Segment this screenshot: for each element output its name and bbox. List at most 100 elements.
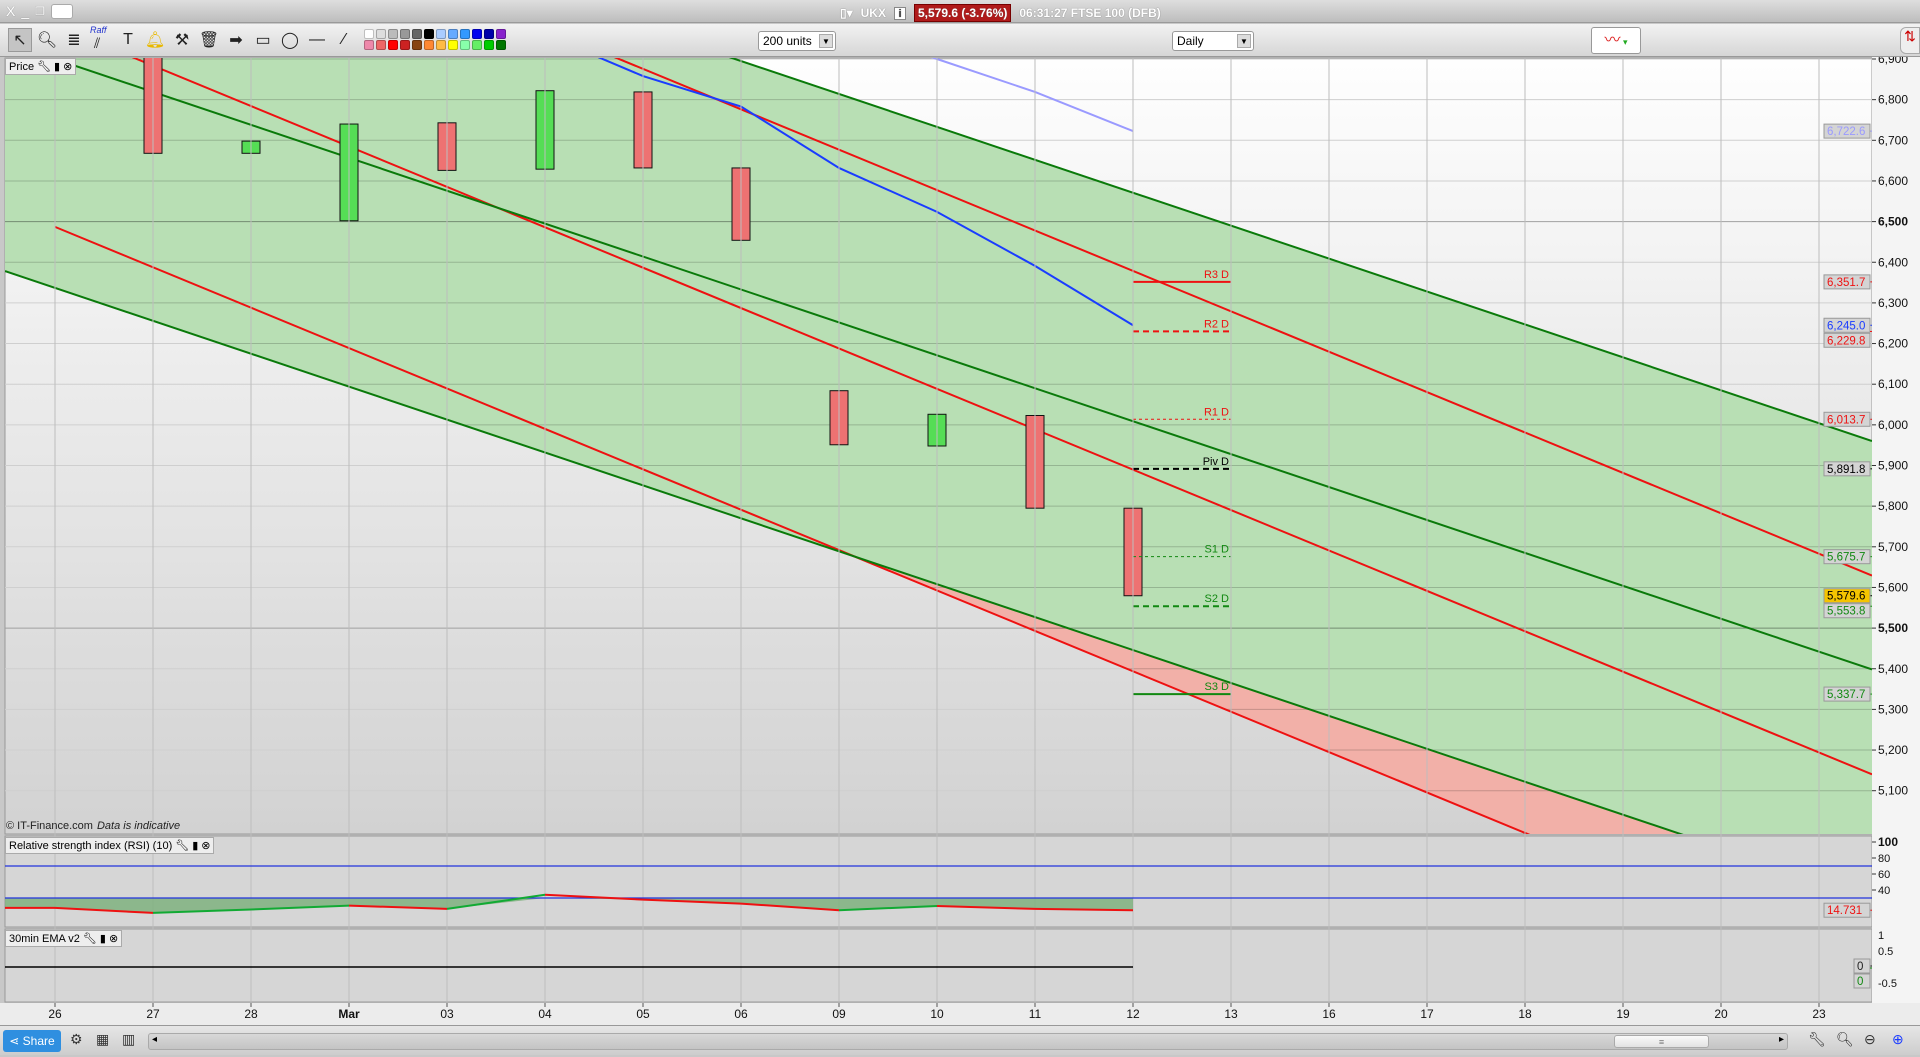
color-swatch[interactable] — [388, 40, 398, 50]
chevron-down-icon[interactable]: ▼ — [819, 34, 833, 48]
color-swatch[interactable] — [448, 40, 458, 50]
color-swatch[interactable] — [448, 29, 458, 39]
close-panel-icon[interactable]: ⊗ — [108, 933, 119, 945]
ellipse-icon[interactable]: ◯ — [281, 32, 299, 49]
restore-icon[interactable]: ❐ — [35, 5, 46, 18]
interval-select[interactable]: Daily ▼ — [1172, 31, 1254, 51]
price-tick-label: 6,700 — [1878, 133, 1908, 147]
maximize-panel-icon[interactable]: ▮ — [99, 933, 106, 945]
settings-icon[interactable]: ⚙ — [70, 1031, 83, 1047]
time-instrument-label: 06:31:27 FTSE 100 (DFB) — [1019, 6, 1161, 20]
date-label: 27 — [146, 1007, 160, 1021]
date-label: 18 — [1518, 1007, 1532, 1021]
color-swatch[interactable] — [364, 29, 374, 39]
color-swatch[interactable] — [364, 40, 374, 50]
candle-type-icon[interactable]: ▯▾ — [840, 6, 853, 20]
color-swatch[interactable] — [484, 29, 494, 39]
pointer-icon[interactable]: ↖ — [8, 28, 32, 52]
close-button[interactable]: X — [6, 3, 16, 19]
wrench-icon[interactable]: 🔧︎ — [175, 840, 190, 852]
alert-bell-icon[interactable]: 🔔︎ — [144, 32, 166, 49]
chart-settings-icon[interactable]: 🔧︎ — [1808, 1031, 1826, 1047]
info-icon[interactable]: i — [893, 6, 906, 20]
color-swatch[interactable] — [400, 29, 410, 39]
price-tick-label: 5,300 — [1878, 702, 1908, 716]
color-swatch[interactable] — [424, 40, 434, 50]
maximize-panel-icon[interactable]: ▮ — [54, 61, 61, 73]
side-panel-toggle-icon[interactable]: ⇅ — [1900, 27, 1920, 54]
fibonacci-icon[interactable]: ≣ — [67, 32, 81, 49]
close-panel-icon[interactable]: ⊗ — [201, 840, 211, 852]
date-label: 28 — [244, 1007, 258, 1021]
trash-icon[interactable]: 🗑︎ — [198, 32, 220, 49]
zoom-out-icon[interactable]: ⊖ — [1864, 1031, 1876, 1047]
symbol-label[interactable]: UKX — [860, 6, 886, 20]
price-tick-label: 5,500 — [1878, 621, 1908, 635]
keyboard-icon[interactable] — [51, 3, 74, 19]
color-swatch[interactable] — [496, 40, 506, 50]
layout-icon[interactable]: ▥ — [122, 1031, 136, 1047]
price-tick-label: 6,500 — [1878, 215, 1908, 229]
units-select[interactable]: 200 units ▼ — [758, 31, 836, 51]
wrench-icon[interactable]: 🔧︎ — [82, 933, 97, 945]
wrench-icon[interactable]: 🔧︎ — [37, 61, 52, 73]
color-swatch[interactable] — [472, 40, 482, 50]
tools-icon[interactable]: ⚒ — [174, 32, 190, 49]
minimize-button[interactable]: _ — [21, 3, 30, 19]
rsi-segment — [446, 893, 546, 910]
scroll-left-icon[interactable]: ◂ — [152, 1034, 158, 1045]
text-tool-icon[interactable]: T — [123, 31, 133, 48]
color-swatch[interactable] — [412, 40, 422, 50]
date-label: 13 — [1224, 1007, 1238, 1021]
chart-style-icon[interactable]: ▦ — [96, 1031, 110, 1047]
pivot-value-badge: 6,351.7 — [1827, 277, 1865, 289]
rsi-tick-label: 40 — [1878, 885, 1890, 897]
price-tick-label: 6,800 — [1878, 93, 1908, 107]
date-label: 09 — [832, 1007, 846, 1021]
rectangle-icon[interactable]: ▭ — [255, 32, 271, 49]
color-swatch[interactable] — [376, 40, 386, 50]
price-tick-label: 6,100 — [1878, 377, 1908, 391]
arrow-icon[interactable]: ➡ — [229, 32, 243, 49]
ema-tick-label: 0.5 — [1878, 946, 1893, 958]
color-swatch[interactable] — [484, 40, 494, 50]
trendline-icon[interactable]: ⁄ — [342, 31, 346, 48]
rsi-segment — [642, 898, 742, 905]
horizontal-scrollbar[interactable]: ◂ ≡ ▸ — [148, 1033, 1788, 1050]
zoom-in-icon[interactable]: ⊕ — [1892, 1031, 1904, 1047]
price-tick-label: 6,300 — [1878, 296, 1908, 310]
maximize-panel-icon[interactable]: ▮ — [192, 840, 199, 852]
price-tick-label: 5,700 — [1878, 540, 1908, 554]
color-swatch[interactable] — [460, 40, 470, 50]
color-swatch[interactable] — [400, 40, 410, 50]
scrollbar-thumb[interactable]: ≡ — [1614, 1035, 1709, 1048]
color-swatch[interactable] — [376, 29, 386, 39]
raff-channel-icon[interactable]: Raff ⫽ — [89, 25, 113, 52]
indicators-button[interactable]: 〰 ▾ — [1591, 27, 1641, 54]
rsi-segment — [1034, 907, 1134, 912]
scroll-right-icon[interactable]: ▸ — [1778, 1034, 1784, 1045]
rsi-segment — [152, 908, 252, 914]
color-swatch[interactable] — [496, 29, 506, 39]
auto-zoom-icon[interactable]: 🔍︎ — [1836, 1031, 1854, 1047]
color-swatch[interactable] — [472, 29, 482, 39]
color-swatch[interactable] — [412, 29, 422, 39]
share-button[interactable]: ⋖ Share — [3, 1030, 61, 1052]
color-swatch[interactable] — [388, 29, 398, 39]
rsi-value-badge-bg — [1823, 902, 1871, 918]
close-panel-icon[interactable]: ⊗ — [63, 61, 73, 73]
price-change-badge: 5,579.6 (-3.76%) — [913, 4, 1012, 22]
chevron-down-icon[interactable]: ▼ — [1237, 34, 1251, 48]
magnifier-icon[interactable]: 🔍︎ — [36, 32, 58, 49]
color-swatch[interactable] — [436, 40, 446, 50]
horizontal-line-icon[interactable]: — — [309, 31, 325, 48]
color-swatch[interactable] — [436, 29, 446, 39]
pivot-value-badge-bg — [1823, 411, 1871, 427]
pivot-label: S2 D — [1205, 593, 1230, 605]
color-swatch[interactable] — [460, 29, 470, 39]
raff-lines-icon: ⫽ — [94, 35, 101, 51]
color-swatch[interactable] — [424, 29, 434, 39]
price-tick-label: 5,400 — [1878, 662, 1908, 676]
raff-label: Raff — [90, 25, 107, 35]
